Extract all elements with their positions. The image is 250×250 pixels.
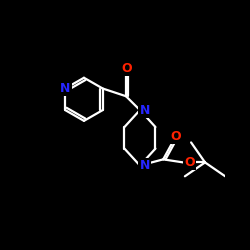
Text: N: N: [140, 159, 150, 172]
Text: N: N: [60, 82, 70, 95]
Text: O: O: [184, 156, 195, 169]
Text: N: N: [140, 104, 150, 117]
Text: O: O: [170, 130, 181, 143]
Text: O: O: [122, 62, 132, 75]
